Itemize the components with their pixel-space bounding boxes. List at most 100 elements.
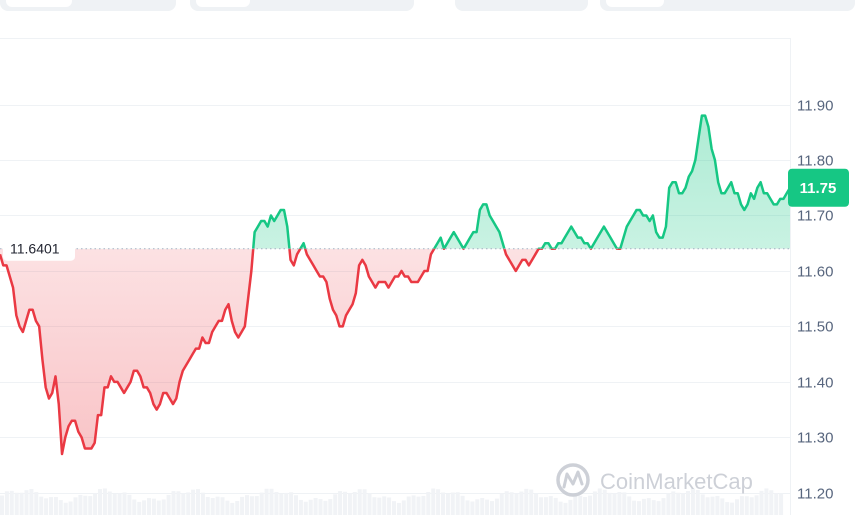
volume-bar (289, 492, 294, 515)
volume-bar (294, 495, 298, 515)
volume-bar (553, 497, 558, 515)
volume-bar (254, 496, 259, 515)
volume-bar (235, 500, 240, 515)
volume-bar (387, 497, 392, 515)
volume-bar (29, 489, 34, 515)
volume-bar (441, 492, 445, 515)
volume-bar (514, 493, 519, 515)
volume-bar (88, 496, 93, 515)
watermark: CoinMarketCap (556, 463, 753, 497)
volume-bar (68, 501, 73, 515)
volume-bar (401, 500, 406, 515)
volume-bar (333, 494, 338, 515)
volume-bar (617, 492, 622, 515)
current-price-badge: 11.75 (788, 168, 849, 207)
volume-bar (583, 496, 588, 515)
volume-bar (318, 499, 323, 515)
volume-bar (14, 492, 19, 515)
volume-bar (480, 497, 485, 515)
volume-bar (34, 492, 39, 515)
volume-bar (681, 493, 686, 515)
timeframe-tab[interactable] (0, 0, 176, 11)
volume-bar (328, 499, 333, 515)
volume-bar (676, 492, 681, 515)
volume-bar (245, 495, 249, 515)
volume-bar (705, 497, 710, 515)
y-tick-label: 11.30 (797, 430, 833, 447)
volume-bar (156, 500, 161, 515)
volume-bar (210, 498, 215, 515)
volume-bar (313, 497, 318, 515)
volume-bar (627, 496, 632, 515)
volume-bar (735, 499, 739, 515)
volume-bar (548, 496, 553, 515)
volume-bar (151, 498, 156, 515)
volume-bar (220, 497, 225, 515)
coinmarketcap-logo-icon (556, 463, 590, 497)
volume-bar (588, 495, 592, 515)
volume-bar (49, 497, 53, 515)
volume-bar (396, 502, 401, 515)
y-tick-label: 11.20 (797, 486, 833, 503)
volume-bar (622, 492, 627, 515)
volume-bar (749, 497, 754, 515)
volume-bar (671, 491, 676, 515)
timeframe-tab[interactable] (455, 0, 588, 11)
volume-bar (592, 491, 597, 515)
volume-bar (715, 495, 720, 515)
volume-bar (573, 496, 578, 515)
volume-bar (710, 496, 715, 515)
volume-bar (93, 493, 98, 515)
timeframe-tab[interactable] (190, 0, 414, 11)
volume-bar (122, 492, 127, 515)
y-tick-label: 11.70 (797, 208, 833, 225)
volume-bar (181, 493, 186, 515)
y-axis: 11.90 11.80 11.70 11.60 11.50 11.40 11.30 11.20 (797, 98, 833, 503)
volume-bar (436, 489, 441, 515)
volume-bar (779, 493, 784, 515)
volume-bar (279, 493, 284, 515)
volume-bar (632, 500, 637, 515)
volume-bar (298, 499, 303, 515)
volume-bar (637, 501, 641, 515)
volume-bar (372, 497, 377, 515)
volume-bar (769, 490, 774, 515)
volume-bar (225, 500, 230, 515)
volume-bar (656, 501, 661, 515)
y-tick-label: 11.40 (797, 375, 833, 392)
volume-bar (347, 493, 352, 515)
volume-bar (284, 492, 289, 515)
volume-bar (690, 488, 695, 515)
volume-bar (24, 490, 29, 515)
volume-bar (754, 495, 759, 515)
volume-bar (186, 492, 191, 515)
volume-bar (377, 497, 382, 515)
volume-bar (519, 491, 524, 515)
volume-bar (308, 499, 313, 515)
volume-bar (39, 496, 44, 515)
volume-bar (117, 493, 122, 515)
volume-bar (362, 489, 367, 515)
volume-bar (421, 495, 426, 515)
volume-bar (259, 492, 264, 515)
volume-bar (612, 493, 617, 515)
volume-bar (764, 488, 769, 515)
volume-bar (137, 501, 142, 515)
timeframe-tab[interactable] (600, 0, 855, 11)
volume-bar (200, 492, 205, 515)
volume-bar (382, 496, 387, 515)
volume-bar (651, 500, 656, 515)
volume-bar (323, 500, 328, 515)
volume-bar (509, 492, 514, 515)
volume-bar (499, 493, 504, 515)
volume-bar (445, 493, 450, 515)
volume-bar (774, 493, 779, 515)
reference-price-label: 11.6401 (3, 236, 75, 261)
volume-bar (494, 498, 499, 515)
volume-bar (4, 491, 9, 515)
volume-bar (343, 491, 347, 515)
volume-bar (666, 493, 671, 515)
volume-bar (171, 491, 176, 515)
current-price-text: 11.75 (800, 180, 837, 197)
